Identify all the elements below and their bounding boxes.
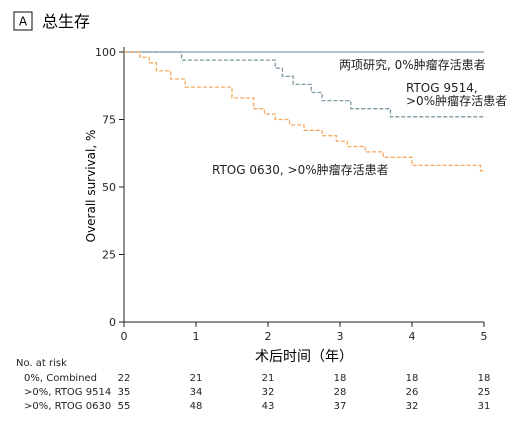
label-rtog9514-line1: RTOG 9514,	[406, 81, 478, 95]
risk-cell-0-0: 22	[118, 373, 131, 384]
label-rtog9514-line2: >0%肿瘤存活患者	[406, 93, 507, 108]
risk-table-title: No. at risk	[16, 358, 67, 369]
y-tick-label-3: 75	[102, 114, 116, 127]
risk-cell-0-4: 18	[406, 373, 419, 384]
x-tick-label-1: 1	[193, 330, 200, 343]
curve-rtog9514	[124, 51, 484, 118]
risk-cell-1-1: 34	[190, 387, 203, 398]
risk-row-label-0: 0%, Combined	[24, 373, 97, 384]
risk-cell-2-1: 48	[190, 401, 203, 412]
risk-cell-1-5: 25	[478, 387, 491, 398]
risk-cell-2-2: 43	[262, 401, 275, 412]
panel-letter-box	[13, 11, 33, 31]
risk-cell-1-4: 26	[406, 387, 419, 398]
chart-title: 总生存	[42, 12, 90, 31]
risk-cell-0-1: 21	[190, 373, 203, 384]
risk-cell-0-2: 21	[262, 373, 275, 384]
risk-cell-2-3: 37	[334, 401, 347, 412]
label-combined: 两项研究, 0%肿瘤存活患者	[339, 57, 486, 72]
risk-cell-1-0: 35	[118, 387, 131, 398]
y-axis-title: Overall survival, %	[84, 130, 98, 243]
risk-row-label-2: >0%, RTOG 0630	[24, 401, 111, 412]
x-tick-label-4: 4	[409, 330, 416, 343]
x-axis-title: 术后时间（年）	[255, 349, 353, 365]
risk-cell-2-4: 32	[406, 401, 419, 412]
y-tick-label-1: 25	[102, 249, 116, 262]
y-tick-label-4: 100	[95, 46, 116, 59]
risk-cell-1-3: 28	[334, 387, 347, 398]
panel-letter: A	[19, 15, 28, 29]
curve-rtog0630	[124, 51, 484, 172]
risk-cell-0-3: 18	[334, 373, 347, 384]
risk-row-label-1: >0%, RTOG 9514	[24, 387, 111, 398]
y-tick-label-0: 0	[109, 316, 116, 329]
label-rtog0630: RTOG 0630, >0%肿瘤存活患者	[212, 162, 389, 177]
y-tick-label-2: 50	[102, 181, 116, 194]
x-tick-label-2: 2	[265, 330, 272, 343]
x-tick-label-0: 0	[121, 330, 128, 343]
risk-cell-0-5: 18	[478, 373, 491, 384]
risk-cell-2-5: 31	[478, 401, 491, 412]
risk-cell-2-0: 55	[118, 401, 131, 412]
x-tick-label-5: 5	[481, 330, 488, 343]
risk-cell-1-2: 32	[262, 387, 275, 398]
x-tick-label-3: 3	[337, 330, 344, 343]
